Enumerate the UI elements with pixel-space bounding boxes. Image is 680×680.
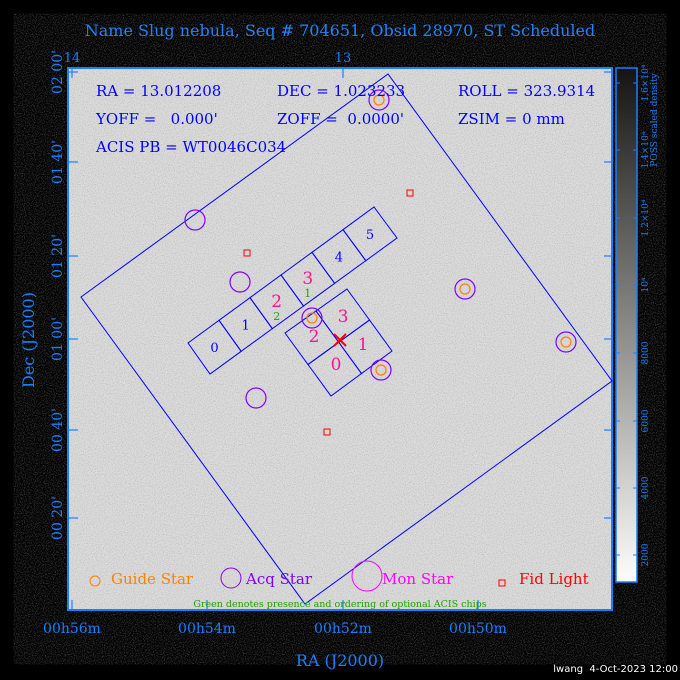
fid-light-icon <box>406 189 414 197</box>
target-marker-icon <box>333 333 347 347</box>
guide-star-icon <box>459 283 471 295</box>
colorbar-tick-label: 1.2×10⁴ <box>641 199 651 236</box>
info-yoff: YOFF = 0.000' <box>95 110 218 128</box>
acis-s-chip-label: 2 <box>271 292 282 312</box>
info-dec: DEC = 1.023233 <box>277 82 405 100</box>
acis-s-chip-label: 1 <box>241 319 249 334</box>
acis-s-chip-label: 5 <box>366 228 374 243</box>
y-tick: 02 00' <box>50 50 66 94</box>
field-of-view <box>80 73 613 605</box>
acq-star-icon <box>184 209 206 231</box>
x-tick: 00h52m <box>314 621 372 637</box>
legend-guide: Guide Star <box>111 570 194 588</box>
mon-star-legend-icon <box>351 560 383 592</box>
info-zsim: ZSIM = 0 mm <box>458 110 565 128</box>
stars <box>184 89 577 436</box>
legend-acq: Acq Star <box>245 570 313 588</box>
y-tick: 00 40' <box>50 408 66 452</box>
acis-i-chip-label: 1 <box>358 335 369 355</box>
legend-fid: Fid Light <box>519 570 589 588</box>
colorbar-label: POSS scaled density <box>650 72 660 166</box>
colorbar-tick-label: 4000 <box>641 476 651 499</box>
acq-star-icon <box>454 278 476 300</box>
optional-chip-label: 2 <box>273 310 280 323</box>
colorbar-ticks: 2000 4000 6000 8000 10⁴ 1.2×10⁴ 1.4×10⁴ 1.6×10⁴ <box>616 64 651 566</box>
top-tick: 13 <box>335 51 352 66</box>
acis-s-chip-label: 4 <box>335 251 343 266</box>
colorbar-tick-label: 1.4×10⁴ <box>641 131 651 168</box>
x-tick: 00h54m <box>178 621 236 637</box>
acq-star-legend-icon <box>220 567 242 589</box>
colorbar-tick-label: 8000 <box>641 341 651 364</box>
acis-i-chip <box>307 341 363 397</box>
guide-star-legend-icon <box>89 575 101 587</box>
info-acis-pb: ACIS PB = WT0046C034 <box>95 138 286 156</box>
colorbar-tick-label: 1.6×10⁴ <box>641 64 651 101</box>
optional-chip-label: 1 <box>304 287 311 300</box>
acq-star-icon <box>229 271 251 293</box>
y-tick: 01 20' <box>50 234 66 278</box>
guide-star-icon <box>306 312 318 324</box>
y-axis-label: Dec (J2000) <box>19 292 38 388</box>
footer-stamp: lwang 4-Oct-2023 12:00 <box>553 664 678 675</box>
colorbar-tick-label: 2000 <box>641 543 651 566</box>
info-zoff: ZOFF = 0.0000' <box>277 110 404 128</box>
info-roll: ROLL = 323.9314 <box>458 82 595 100</box>
x-axis-label: RA (J2000) <box>296 651 384 670</box>
fid-light-icon <box>243 249 251 257</box>
x-tick: 00h56m <box>43 621 101 637</box>
acq-star-icon <box>245 387 267 409</box>
colorbar-tick-label: 10⁴ <box>641 277 651 292</box>
axis-ticks <box>68 68 612 610</box>
acis-i-chip-label: 2 <box>309 327 320 347</box>
y-tick: 00 20' <box>50 496 66 540</box>
y-tick: 01 00' <box>50 317 66 361</box>
top-tick: 14 <box>64 51 81 66</box>
acis-i-chip-label: 3 <box>338 307 349 327</box>
x-tick: 00h50m <box>449 621 507 637</box>
y-tick: 01 40' <box>50 140 66 184</box>
acq-star-icon <box>368 89 390 111</box>
guide-star-icon <box>373 94 385 106</box>
acis-s-chip-label: 0 <box>210 341 218 356</box>
acq-star-icon <box>555 331 577 353</box>
colorbar-tick-label: 6000 <box>641 409 651 432</box>
colorbar <box>615 67 638 583</box>
acis-i-chip-label: 0 <box>331 355 342 375</box>
fid-light-legend-icon <box>498 579 506 587</box>
legend-mon: Mon Star <box>382 570 454 588</box>
info-ra: RA = 13.012208 <box>96 82 221 100</box>
fid-light-icon <box>323 428 331 436</box>
acq-star-icon <box>301 307 323 329</box>
acis-s-chip <box>342 206 398 262</box>
legend-note: Green denotes presence and ordering of o… <box>193 599 486 610</box>
guide-star-icon <box>375 364 387 376</box>
plot-title: Name Slug nebula, Seq # 704651, Obsid 28… <box>85 21 596 40</box>
acis-s-chip-label: 3 <box>302 269 313 289</box>
guide-star-icon <box>560 336 572 348</box>
acq-star-icon <box>370 359 392 381</box>
